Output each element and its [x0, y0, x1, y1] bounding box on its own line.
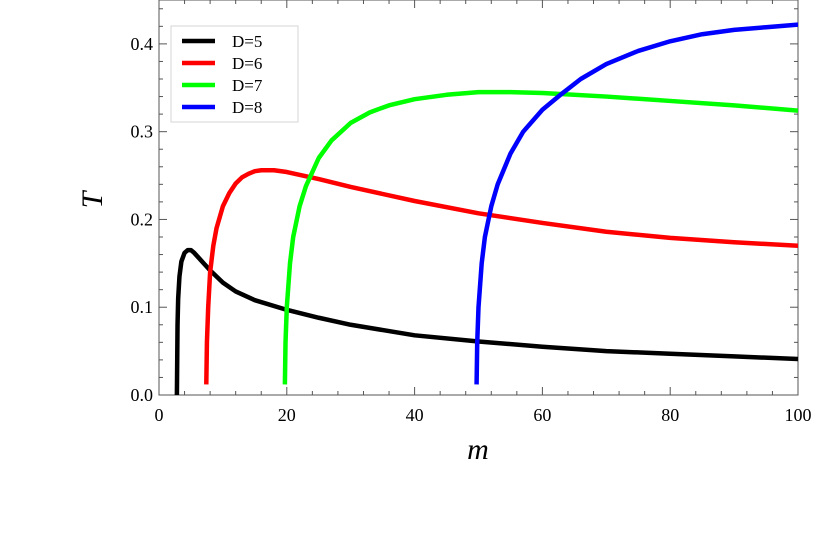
y-tick-label: 0.1	[131, 297, 154, 317]
x-tick-label: 20	[278, 405, 296, 425]
axis-tick-labels: 0 20 40 60 80 100 0.0 0.1 0.2 0.3 0.4	[131, 34, 812, 425]
legend-label-d-7: D=7	[232, 76, 263, 95]
y-axis-title: T	[76, 189, 109, 208]
x-tick-label: 100	[785, 405, 812, 425]
legend-label-d-6: D=6	[232, 54, 262, 73]
series-line-d-6	[204, 168, 798, 385]
plot-frame	[158, 0, 799, 396]
axis-ticks	[158, 0, 799, 396]
x-tick-label: 0	[155, 405, 164, 425]
x-axis-title: m	[467, 433, 489, 466]
x-tick-label: 60	[533, 405, 551, 425]
y-tick-label: 0.3	[131, 122, 154, 142]
series-lines	[174, 22, 798, 395]
x-tick-label: 80	[661, 405, 679, 425]
legend-label-d-8: D=8	[232, 98, 262, 117]
legend-label-d-5: D=5	[232, 32, 262, 51]
series-line-d-7	[282, 89, 798, 385]
series-line-d-8	[474, 22, 798, 385]
y-tick-label: 0.4	[131, 34, 154, 54]
plot-border	[158, 0, 799, 396]
series-line-d-5	[174, 247, 798, 395]
x-tick-label: 40	[406, 405, 424, 425]
y-tick-label: 0.2	[131, 209, 154, 229]
legend: D=5 D=6 D=7 D=8	[170, 25, 299, 123]
y-tick-label: 0.0	[131, 385, 154, 405]
